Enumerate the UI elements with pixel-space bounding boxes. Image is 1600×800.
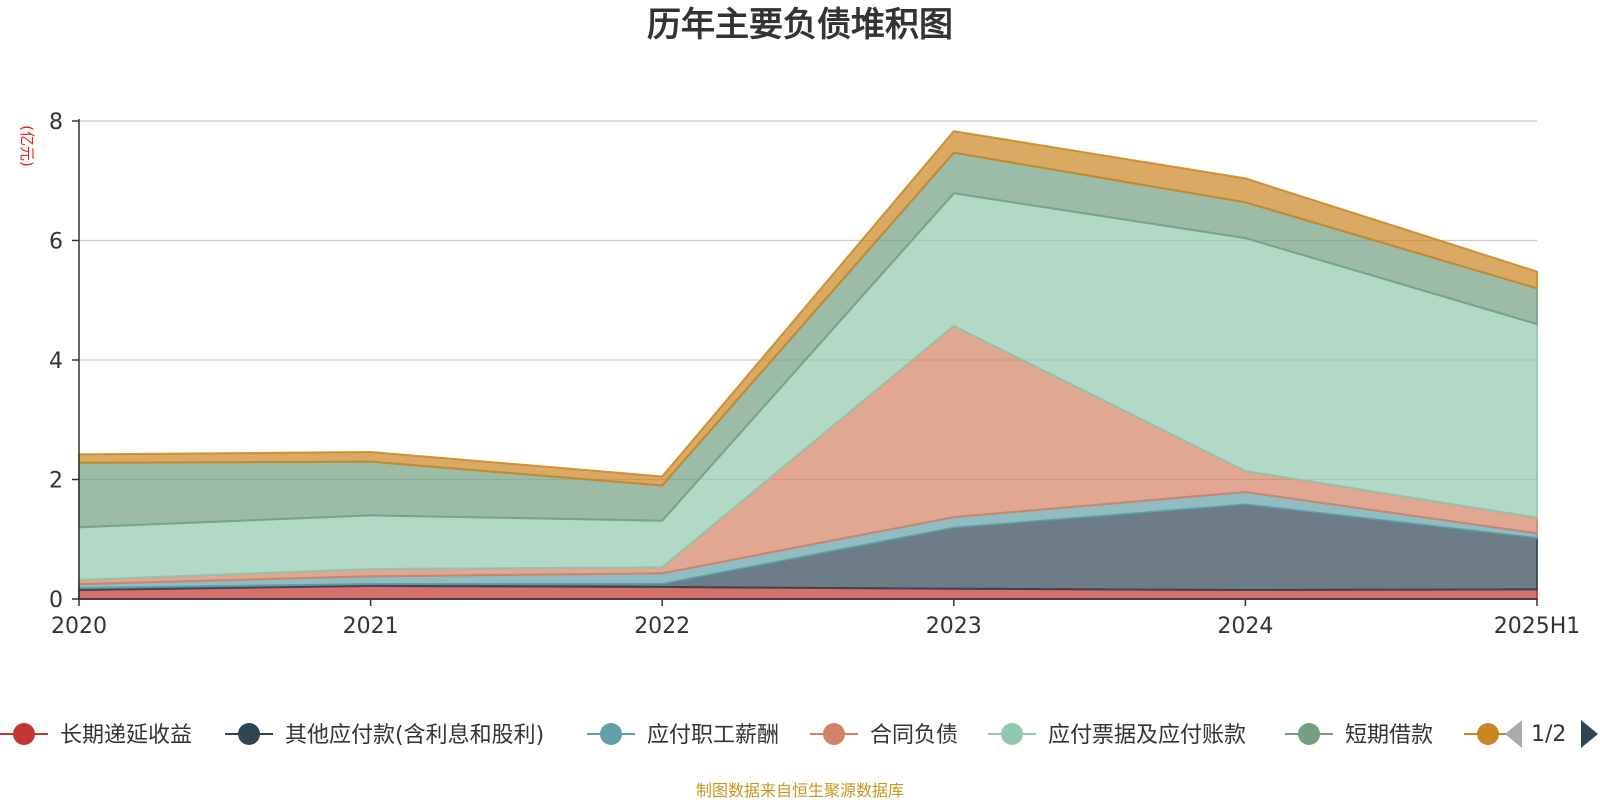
- x-tick-label: 2023: [926, 614, 982, 639]
- legend-item-1[interactable]: 长期递延收益: [0, 723, 192, 748]
- legend-page-indicator: 1/2: [1531, 722, 1566, 747]
- legend-pager[interactable]: 1/2: [1505, 720, 1598, 748]
- axes: 0 2 4 6 8 2020 2021 2022 2023 2024 2025H1: [49, 110, 1580, 639]
- legend-marker: [600, 723, 622, 745]
- legend-marker: [1001, 723, 1023, 745]
- legend-marker: [1298, 723, 1320, 745]
- legend-item-6[interactable]: 短期借款: [1285, 723, 1433, 748]
- data-source-note: 制图数据来自恒生聚源数据库: [696, 781, 904, 800]
- legend-label: 其他应付款(含利息和股利): [285, 723, 544, 748]
- legend-marker: [238, 723, 260, 745]
- y-tick-label: 0: [49, 588, 63, 613]
- area-series: [78, 130, 1538, 600]
- x-tick-label: 2020: [51, 614, 107, 639]
- legend[interactable]: 长期递延收益 其他应付款(含利息和股利) 应付职工薪酬 合同负债 应付票据及应付账款 短期…: [0, 723, 1512, 748]
- y-tick-label: 2: [49, 469, 63, 494]
- y-tick-label: 6: [49, 230, 63, 255]
- legend-item-4[interactable]: 合同负债: [810, 723, 958, 748]
- legend-label: 应付票据及应付账款: [1048, 723, 1246, 748]
- area-series-7[interactable]: [78, 130, 1538, 487]
- chart-title: 历年主要负债堆积图: [647, 5, 953, 45]
- legend-label: 合同负债: [870, 723, 958, 748]
- legend-item-2[interactable]: 其他应付款(含利息和股利): [225, 723, 544, 748]
- legend-marker: [823, 723, 845, 745]
- legend-next-icon[interactable]: [1581, 720, 1598, 748]
- legend-item-5[interactable]: 应付票据及应付账款: [988, 723, 1246, 748]
- x-tick-label: 2025H1: [1494, 614, 1581, 639]
- legend-prev-icon[interactable]: [1505, 720, 1522, 748]
- y-tick-label: 4: [49, 349, 63, 374]
- legend-item-3[interactable]: 应付职工薪酬: [587, 723, 779, 748]
- legend-label: 应付职工薪酬: [647, 723, 779, 748]
- legend-marker: [1477, 723, 1499, 745]
- legend-marker: [13, 723, 35, 745]
- legend-item-7[interactable]: [1464, 723, 1512, 745]
- x-tick-label: 2024: [1217, 614, 1273, 639]
- y-axis-unit: (亿元): [18, 125, 36, 167]
- x-tick-label: 2022: [634, 614, 690, 639]
- legend-label: 长期递延收益: [60, 723, 192, 748]
- x-tick-label: 2021: [343, 614, 399, 639]
- y-tick-label: 8: [49, 110, 63, 135]
- legend-label: 短期借款: [1345, 723, 1433, 748]
